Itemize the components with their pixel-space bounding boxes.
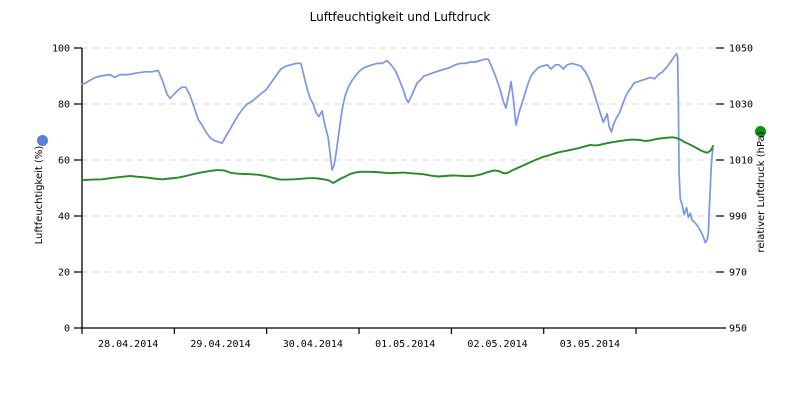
left-tick-label: 40 [58, 212, 70, 223]
x-tick-label: 29.04.2014 [190, 339, 250, 350]
pressure-line [81, 136, 714, 184]
left-tick-label: 60 [58, 156, 70, 167]
left-tick-label: 80 [58, 100, 70, 111]
right-tick-label: 1030 [729, 100, 753, 111]
x-tick-label: 01.05.2014 [375, 339, 435, 350]
chart-title: Luftfeuchtigkeit und Luftdruck [309, 10, 491, 24]
humidity-line [81, 52, 714, 244]
x-tick-label: 30.04.2014 [283, 339, 343, 350]
left-tick-label: 0 [64, 324, 70, 335]
left-tick-label: 100 [52, 44, 70, 55]
right-tick-label: 1010 [729, 156, 753, 167]
right-tick-label: 1050 [729, 44, 753, 55]
x-tick-label: 02.05.2014 [467, 339, 527, 350]
left-tick-label: 20 [58, 268, 70, 279]
right-tick-label: 990 [729, 212, 747, 223]
x-tick-label: 03.05.2014 [560, 339, 620, 350]
right-tick-label: 970 [729, 268, 747, 279]
right-tick-label: 950 [729, 324, 747, 335]
pressure-legend-dot [755, 126, 766, 137]
x-tick-label: 28.04.2014 [98, 339, 158, 350]
humidity-legend-dot [37, 135, 48, 146]
right-axis-label: relativer Luftdruck (hPa) [756, 131, 767, 253]
left-axis-label: Luftfeuchtigkeit (%) [34, 145, 45, 245]
